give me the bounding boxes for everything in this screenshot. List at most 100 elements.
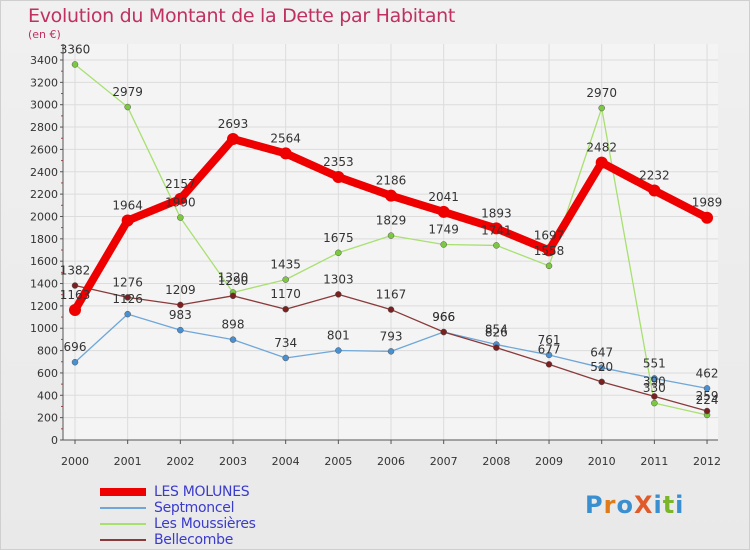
data-label: 1276 bbox=[112, 275, 143, 289]
x-tick-label: 2010 bbox=[588, 455, 616, 468]
data-label: 2482 bbox=[586, 141, 617, 155]
legend-item: Septmoncel bbox=[100, 500, 234, 516]
data-label: 551 bbox=[643, 356, 666, 370]
data-point bbox=[279, 147, 292, 160]
data-label: 2979 bbox=[112, 85, 143, 99]
plot-area bbox=[63, 44, 718, 440]
legend-label: Les Moussières bbox=[154, 516, 256, 532]
data-label: 983 bbox=[169, 308, 192, 322]
data-point bbox=[177, 301, 184, 309]
data-point bbox=[335, 347, 342, 354]
legend-swatch bbox=[100, 523, 146, 525]
data-label: 1989 bbox=[692, 196, 723, 210]
y-tick-label: 2200 bbox=[30, 188, 58, 201]
data-label: 1320 bbox=[218, 270, 249, 284]
legend-label: Bellecombe bbox=[154, 532, 234, 548]
data-point bbox=[701, 211, 714, 224]
data-label: 224 bbox=[696, 393, 719, 407]
data-label: 1126 bbox=[112, 292, 143, 306]
data-point bbox=[387, 348, 395, 355]
data-point bbox=[493, 344, 500, 351]
data-label: 1964 bbox=[112, 198, 143, 212]
data-label: 1303 bbox=[323, 272, 354, 286]
data-point bbox=[282, 276, 289, 283]
data-point bbox=[543, 244, 556, 257]
data-point bbox=[174, 192, 187, 205]
data-label: 462 bbox=[696, 366, 719, 380]
data-point bbox=[598, 104, 605, 112]
data-label: 2232 bbox=[639, 169, 670, 183]
data-point bbox=[124, 294, 131, 301]
data-label: 793 bbox=[380, 329, 403, 343]
y-tick-label: 1600 bbox=[30, 255, 58, 268]
y-tick-label: 2400 bbox=[30, 166, 58, 179]
x-tick-label: 2008 bbox=[482, 455, 510, 468]
x-tick-label: 2004 bbox=[272, 455, 300, 468]
legend-item: Bellecombe bbox=[100, 532, 233, 548]
data-label: 1209 bbox=[165, 283, 196, 297]
data-label: 2970 bbox=[586, 86, 617, 100]
data-label: 677 bbox=[538, 342, 561, 356]
y-tick-label: 2800 bbox=[30, 121, 58, 134]
x-tick-label: 2000 bbox=[61, 455, 89, 468]
data-point bbox=[490, 222, 503, 235]
legend-label: LES MOLUNES bbox=[154, 484, 250, 500]
data-point bbox=[124, 310, 131, 318]
data-label: 1829 bbox=[376, 214, 407, 228]
data-point bbox=[703, 385, 711, 392]
data-point bbox=[440, 328, 447, 336]
data-point bbox=[69, 304, 81, 317]
data-point bbox=[335, 291, 342, 298]
data-point bbox=[493, 242, 500, 249]
data-label: 1382 bbox=[60, 264, 91, 278]
y-tick-label: 2600 bbox=[30, 143, 58, 156]
y-tick-label: 1400 bbox=[30, 278, 58, 291]
data-label: 1170 bbox=[270, 287, 301, 301]
data-point bbox=[598, 378, 605, 386]
data-label: 1893 bbox=[481, 206, 512, 220]
data-point bbox=[229, 292, 237, 300]
y-tick-label: 600 bbox=[37, 367, 58, 380]
data-label: 734 bbox=[274, 336, 297, 350]
x-tick-label: 2002 bbox=[166, 455, 194, 468]
y-tick-label: 0 bbox=[51, 434, 58, 447]
data-label: 2693 bbox=[218, 117, 249, 131]
data-label: 1675 bbox=[323, 231, 354, 245]
data-point bbox=[227, 133, 240, 146]
legend-swatch bbox=[100, 539, 146, 541]
y-tick-label: 3400 bbox=[30, 54, 58, 67]
data-label: 1749 bbox=[428, 223, 459, 237]
data-point bbox=[387, 232, 395, 239]
data-label: 2041 bbox=[428, 190, 459, 204]
x-tick-label: 2012 bbox=[693, 455, 721, 468]
y-tick-label: 3000 bbox=[30, 99, 58, 112]
data-label: 854 bbox=[485, 323, 508, 337]
logo-letter: P bbox=[585, 491, 604, 519]
data-label: 1435 bbox=[270, 258, 301, 272]
data-label: 761 bbox=[538, 333, 561, 347]
unit-label: (en €) bbox=[28, 28, 61, 41]
data-point bbox=[545, 351, 553, 359]
data-point bbox=[282, 305, 289, 313]
legend-swatch bbox=[100, 488, 146, 496]
data-point bbox=[703, 407, 711, 415]
data-label: 696 bbox=[64, 340, 87, 354]
y-tick-label: 1000 bbox=[30, 322, 58, 335]
data-point bbox=[332, 171, 345, 184]
legend-swatch bbox=[100, 507, 146, 509]
logo-letter: o bbox=[616, 491, 634, 519]
data-point bbox=[651, 393, 658, 400]
data-label: 1558 bbox=[534, 244, 565, 258]
data-point bbox=[545, 361, 553, 368]
data-point bbox=[177, 214, 184, 221]
data-label: 1290 bbox=[218, 274, 249, 288]
data-label: 2564 bbox=[270, 131, 301, 145]
data-label: 259 bbox=[696, 389, 719, 403]
logo-letter: t bbox=[662, 491, 676, 519]
legend-label: Septmoncel bbox=[154, 500, 235, 516]
data-point bbox=[385, 189, 398, 202]
data-point bbox=[651, 375, 658, 382]
x-tick-label: 2003 bbox=[219, 455, 247, 468]
logo-letter: X bbox=[633, 491, 654, 519]
